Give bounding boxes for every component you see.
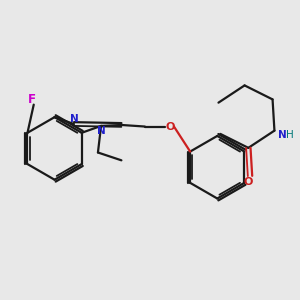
Text: F: F	[28, 92, 36, 106]
Text: N: N	[97, 126, 105, 136]
Text: O: O	[166, 122, 175, 131]
Text: N: N	[70, 114, 78, 124]
Text: N: N	[278, 130, 287, 140]
Text: O: O	[244, 177, 253, 187]
Text: H: H	[286, 130, 294, 140]
